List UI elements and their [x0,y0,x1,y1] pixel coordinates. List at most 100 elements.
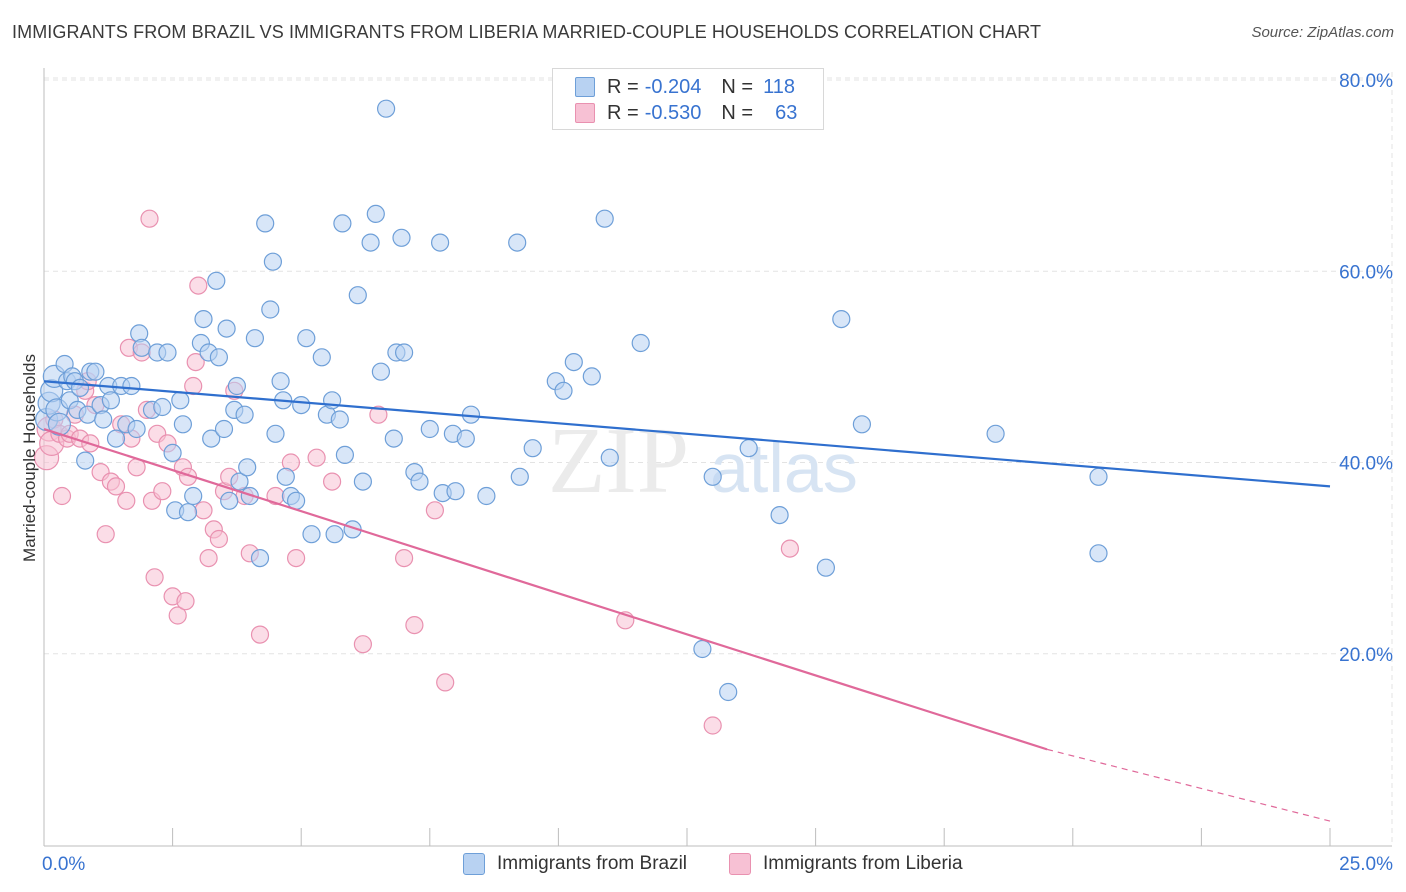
liberia-n-label: N = [721,101,754,124]
liberia-legend-label: Immigrants from Liberia [763,853,963,874]
liberia-point [186,353,205,372]
brazil-point [250,548,270,568]
brazil-legend-label: Immigrants from Brazil [497,853,688,874]
brazil-point [325,525,344,544]
brazil-point [770,505,789,525]
brazil-point [348,286,367,305]
brazil-point [86,362,105,381]
brazil-point [302,525,321,544]
y-axis-title: Married-couple Households [20,354,39,562]
liberia-point [145,568,164,587]
liberia-point [194,501,213,520]
brazil-point [1089,467,1108,486]
brazil-point [230,472,249,491]
liberia-legend-swatch [729,853,751,875]
brazil-point [101,391,121,410]
legend-item-liberia[interactable]: Immigrants from Liberia [729,851,963,877]
brazil-point [410,472,429,491]
liberia-point [436,673,455,692]
brazil-point [377,99,396,118]
liberia-point [117,491,136,510]
liberia-point [96,525,115,544]
brazil-point [353,472,372,491]
brazil-swatch [575,77,595,97]
brazil-point [106,429,126,448]
brazil-point [431,233,450,252]
y-tick-label: 20.0% [1339,645,1393,666]
watermark-zip: ZIP [548,409,689,513]
brazil-point [333,214,352,233]
legend-item-brazil[interactable]: Immigrants from Brazil [463,851,687,877]
brazil-point [446,482,465,501]
brazil-point [261,300,280,319]
brazil-point [420,419,439,439]
liberia-point [168,606,187,625]
liberia-point [153,482,172,501]
legend-row-brazil: R = -0.204 N = 118 [575,75,795,99]
liberia-point [425,501,444,520]
liberia-n-value: 63 [775,101,798,124]
brazil-point [276,467,295,486]
x-tick-labels: 0.0% 25.0% [42,854,1393,875]
brazil-point [202,429,221,448]
brazil-point [214,419,234,439]
brazil-legend-swatch [463,853,485,875]
brazil-point [477,486,496,506]
brazil-point [719,682,738,702]
brazil-point [330,410,349,429]
brazil-point [132,338,151,357]
liberia-trend-extension [1046,748,1331,822]
brazil-point [384,429,403,448]
brazil-point [158,343,177,362]
brazil-point [94,410,113,429]
correlation-legend: R = -0.204 N = 118 R = -0.530 N = 63 [552,68,824,130]
brazil-point [852,415,872,434]
brazil-point [235,405,254,424]
y-tick-label: 80.0% [1339,71,1393,92]
liberia-r-label: R = [607,101,639,124]
brazil-point [335,445,354,464]
brazil-point [456,429,475,448]
brazil-trend-line [43,380,1331,488]
brazil-point [510,467,529,486]
liberia-point [395,548,414,568]
brazil-point [739,439,758,458]
brazil-point [392,228,411,247]
brazil-point [220,491,239,510]
liberia-point [307,448,326,467]
brazil-point [832,310,851,329]
source-label: Source: ZipAtlas.com [1251,24,1394,41]
brazil-point [1089,544,1108,563]
brazil-point [153,397,172,417]
liberia-point [106,477,126,496]
liberia-points [33,209,800,735]
liberia-point [369,405,388,424]
brazil-point [245,329,264,348]
liberia-point [405,615,424,635]
x-tick-label-max: 25.0% [1339,854,1393,875]
brazil-point [986,424,1005,443]
brazil-point [227,376,246,396]
brazil-point [127,419,146,439]
liberia-point [176,592,195,611]
brazil-point [171,391,190,410]
brazil-point [361,233,380,252]
brazil-point [564,353,583,372]
brazil-point [312,348,331,367]
brazil-point [209,348,228,367]
chart-title: IMMIGRANTS FROM BRAZIL VS IMMIGRANTS FRO… [12,22,1042,42]
liberia-point [199,548,218,568]
liberia-point [140,209,159,228]
brazil-point [263,252,282,271]
brazil-point [266,424,285,443]
brazil-point [816,558,836,577]
liberia-point [780,539,800,558]
gridlines [44,72,1393,845]
brazil-point [395,343,414,362]
liberia-point [52,486,72,506]
brazil-n-value: 118 [763,75,795,98]
brazil-point [582,367,601,386]
brazil-point [184,486,203,506]
liberia-point [189,276,208,295]
